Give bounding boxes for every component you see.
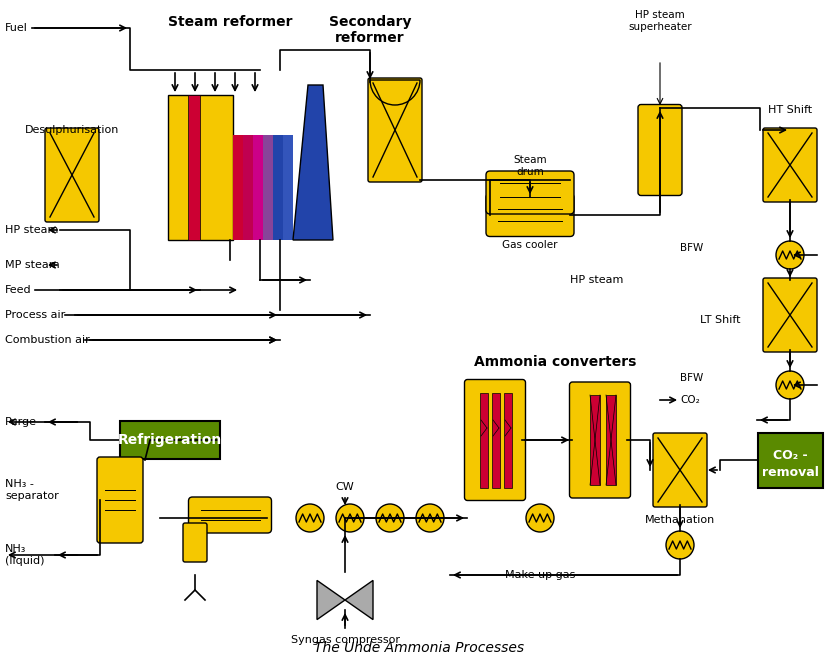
Circle shape [666,531,694,559]
FancyBboxPatch shape [763,128,817,202]
Text: removal: removal [762,465,819,479]
Text: Refrigeration: Refrigeration [118,433,222,447]
Text: Desulphurisation: Desulphurisation [25,125,119,135]
Text: HP steam
superheater: HP steam superheater [628,10,692,32]
Text: HP steam: HP steam [570,275,623,285]
FancyBboxPatch shape [183,523,207,562]
Circle shape [336,504,364,532]
Text: NH₃ -
separator: NH₃ - separator [5,479,59,501]
Text: CO₂: CO₂ [680,395,700,405]
Text: The Uhde Ammonia Processes: The Uhde Ammonia Processes [314,641,524,655]
Bar [283,135,293,240]
Text: CW: CW [336,482,354,492]
Text: HP steam: HP steam [5,225,59,235]
Text: CO₂ -: CO₂ - [773,448,807,461]
FancyBboxPatch shape [97,457,143,543]
Bar [168,95,233,240]
Circle shape [526,504,554,532]
Bar [120,421,220,459]
Circle shape [416,504,444,532]
FancyBboxPatch shape [638,104,682,195]
Circle shape [376,504,404,532]
Text: Steam
drum: Steam drum [513,155,547,177]
Bar [504,392,512,487]
Polygon shape [345,580,373,620]
Bar [263,135,273,240]
FancyBboxPatch shape [486,171,574,214]
Text: Purge: Purge [5,417,37,427]
Text: Gas cooler: Gas cooler [502,240,558,250]
FancyBboxPatch shape [368,78,422,182]
Wedge shape [370,80,420,105]
Bar [590,395,600,485]
Text: Combustion air: Combustion air [5,335,90,345]
Bar [606,395,616,485]
Bar [233,135,243,240]
Text: Feed: Feed [5,285,32,295]
Circle shape [776,241,804,269]
FancyBboxPatch shape [464,380,525,501]
FancyBboxPatch shape [763,278,817,352]
Text: HT Shift: HT Shift [768,105,812,115]
Text: Fuel: Fuel [5,23,28,33]
Circle shape [296,504,324,532]
Bar [480,392,488,487]
Bar [188,95,200,240]
FancyBboxPatch shape [570,382,630,498]
Bar [243,135,253,240]
Text: MP steam: MP steam [5,260,59,270]
Text: BFW: BFW [680,373,703,383]
Text: Methanation: Methanation [645,515,715,525]
Bar [758,432,823,487]
Polygon shape [317,580,345,620]
FancyBboxPatch shape [45,128,99,222]
FancyBboxPatch shape [653,433,707,507]
Text: LT Shift: LT Shift [700,315,740,325]
Text: Process air: Process air [5,310,65,320]
Bar [492,392,500,487]
Text: Make up gas: Make up gas [504,570,575,580]
Bar [253,135,263,240]
Text: Steam reformer: Steam reformer [168,15,292,29]
FancyBboxPatch shape [189,497,272,533]
Circle shape [776,371,804,399]
FancyBboxPatch shape [486,193,574,236]
Bar [273,135,283,240]
Text: Ammonia converters: Ammonia converters [473,355,636,369]
Text: Syngas compressor: Syngas compressor [291,635,400,645]
Text: NH₃
(liquid): NH₃ (liquid) [5,544,44,566]
Text: BFW: BFW [680,243,703,253]
Polygon shape [293,85,333,240]
Text: Secondary
reformer: Secondary reformer [328,15,411,45]
